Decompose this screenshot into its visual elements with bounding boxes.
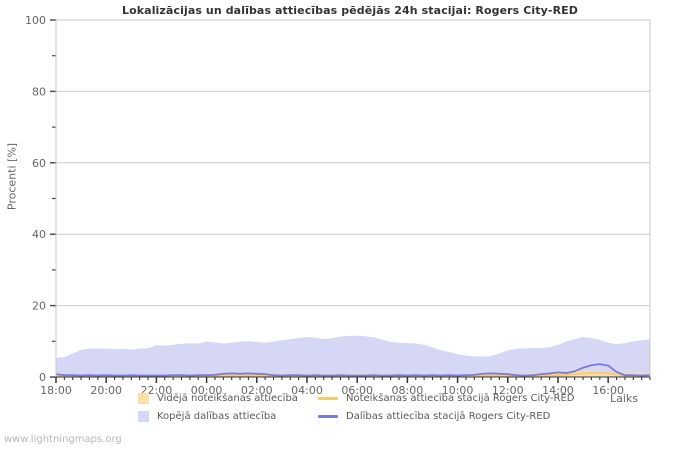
svg-text:80: 80: [32, 85, 46, 98]
svg-text:20:00: 20:00: [90, 384, 122, 397]
x-axis-label: Laiks: [610, 392, 639, 405]
svg-text:00:00: 00:00: [191, 384, 223, 397]
chart-legend: Vidējā noteikšanas attiecība Kopējā dalī…: [0, 390, 700, 426]
svg-text:14:00: 14:00: [542, 384, 574, 397]
legend-swatch-station-participation: [318, 414, 338, 418]
legend-label-total-participation: Kopējā dalības attiecība: [157, 410, 277, 422]
svg-text:10:00: 10:00: [442, 384, 474, 397]
svg-text:16:00: 16:00: [592, 384, 624, 397]
legend-label-avg-detection: Vidējā noteikšanas attiecība: [157, 392, 298, 404]
chart-title: Lokalizācijas un dalības attiecības pēdē…: [121, 4, 578, 17]
legend-label-station-participation: Dalības attiecība stacijā Rogers City-RE…: [346, 410, 551, 422]
svg-text:100: 100: [25, 14, 46, 27]
svg-text:12:00: 12:00: [492, 384, 524, 397]
legend-swatch-total-participation: [138, 410, 149, 422]
legend-item-avg-detection[interactable]: Vidējā noteikšanas attiecība: [138, 390, 298, 406]
svg-text:04:00: 04:00: [291, 384, 323, 397]
legend-item-total-participation[interactable]: Kopējā dalības attiecība: [138, 408, 276, 424]
svg-text:06:00: 06:00: [341, 384, 373, 397]
svg-text:18:00: 18:00: [40, 384, 72, 397]
svg-text:40: 40: [32, 228, 46, 241]
legend-swatch-avg-detection: [138, 392, 149, 404]
svg-text:0: 0: [39, 371, 46, 384]
legend-swatch-station-detection: [318, 396, 338, 400]
legend-item-station-participation[interactable]: Dalības attiecība stacijā Rogers City-RE…: [318, 408, 550, 424]
svg-text:08:00: 08:00: [392, 384, 424, 397]
svg-text:20: 20: [32, 300, 46, 313]
legend-item-station-detection[interactable]: Noteikšanas attiecība stacijā Rogers Cit…: [318, 390, 575, 406]
series-station-participation: [55, 363, 651, 377]
svg-text:60: 60: [32, 157, 46, 170]
series-total-participation: [56, 335, 650, 377]
legend-label-station-detection: Noteikšanas attiecība stacijā Rogers Cit…: [346, 392, 575, 404]
svg-text:02:00: 02:00: [241, 384, 273, 397]
watermark: www.lightningmaps.org: [4, 434, 122, 445]
